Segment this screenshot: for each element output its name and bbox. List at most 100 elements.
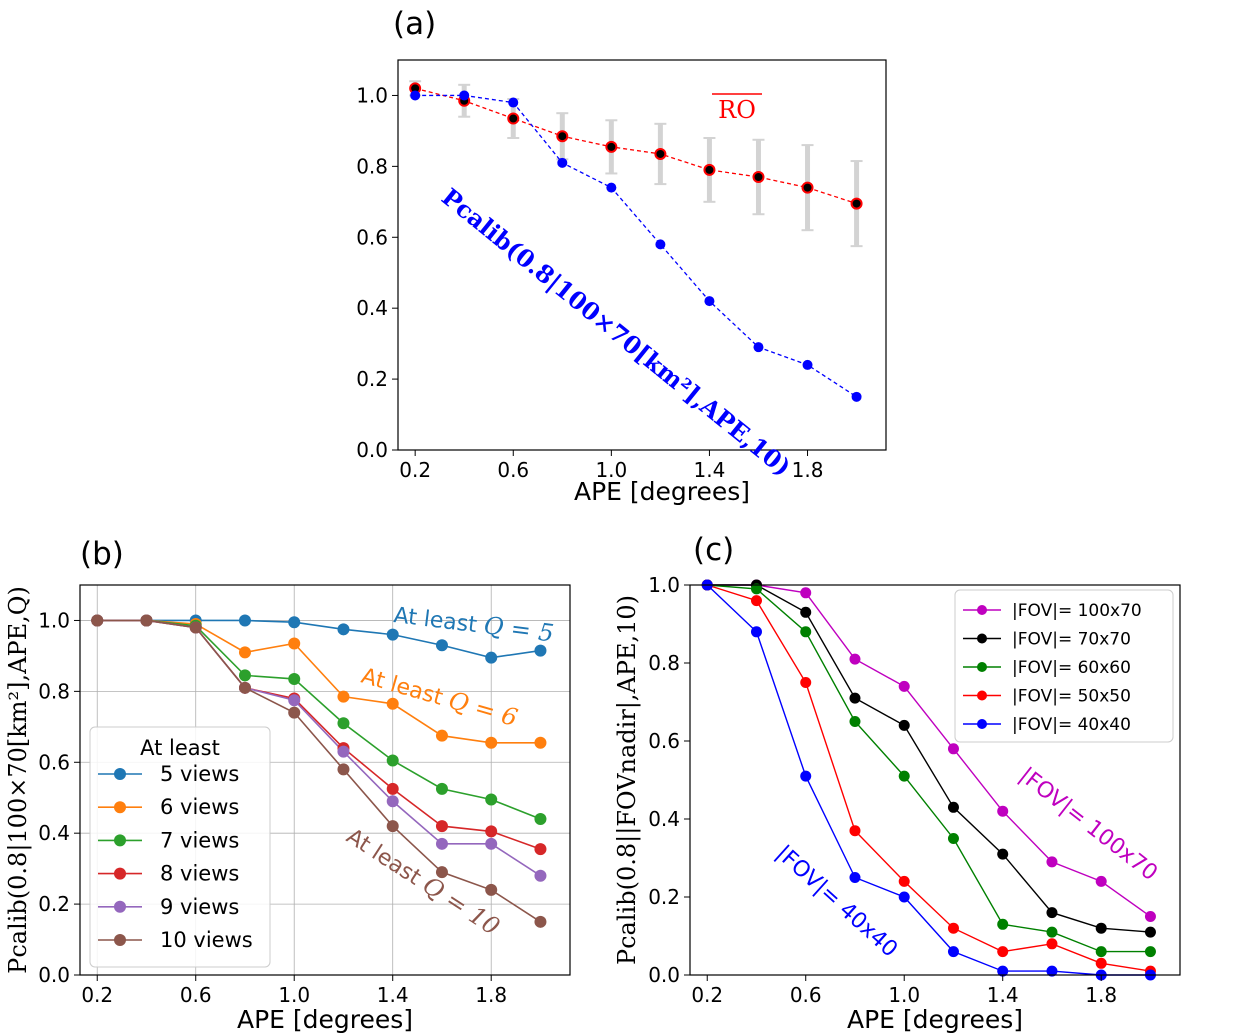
series-0-point bbox=[605, 140, 618, 153]
series-0-point bbox=[1046, 856, 1058, 868]
series-1-point bbox=[534, 736, 547, 749]
series-4-point bbox=[1046, 965, 1058, 977]
series-0-point bbox=[238, 614, 251, 627]
series-4-point bbox=[947, 946, 959, 958]
series-2-point bbox=[947, 833, 959, 844]
series-1-point bbox=[704, 296, 715, 307]
x-tick-label: 1.8 bbox=[792, 458, 824, 482]
series-2-point bbox=[288, 672, 301, 685]
series-4-point bbox=[898, 891, 910, 903]
series-line-2 bbox=[97, 619, 541, 820]
series-4-point bbox=[386, 795, 399, 808]
y-tick-label: 1.0 bbox=[356, 83, 388, 107]
y-tick-label: 0.0 bbox=[356, 438, 388, 462]
x-tick-label: 0.6 bbox=[497, 458, 529, 482]
legend-entry: |FOV|= 70x70 bbox=[1012, 630, 1131, 650]
series-5-point bbox=[386, 820, 399, 833]
series-0-point bbox=[485, 651, 498, 664]
x-tick-label: 1.4 bbox=[694, 458, 726, 482]
series-2-point bbox=[997, 918, 1009, 930]
series-1-point bbox=[898, 719, 910, 731]
series-0-point bbox=[654, 147, 667, 160]
panel-b-legend-title: At least bbox=[140, 736, 220, 760]
series-1-point bbox=[849, 692, 861, 704]
series-2-point bbox=[750, 583, 762, 595]
series-5-point bbox=[189, 621, 202, 634]
panel-b: (b) 0.2 0.6 1.0 1.4 1.8 0.0 0.2 0.4 0.6 0.8 1.0 A… bbox=[4, 536, 571, 1034]
annot-fov100: |FOV|= 100x70 bbox=[1014, 763, 1162, 886]
series-3-point bbox=[1095, 957, 1107, 969]
y-tick-label: 0.4 bbox=[38, 821, 70, 845]
legend-entry: 6 views bbox=[160, 795, 239, 819]
series-4-point bbox=[997, 965, 1009, 977]
series-1-point bbox=[606, 182, 617, 193]
y-tick-label: 0.8 bbox=[38, 679, 70, 703]
y-tick-label: 0.6 bbox=[38, 750, 70, 774]
x-tick-label: 1.8 bbox=[475, 983, 507, 1007]
series-3-point bbox=[750, 595, 762, 607]
x-tick-label: 0.2 bbox=[691, 983, 723, 1007]
y-tick-label: 0.6 bbox=[356, 225, 388, 249]
series-4-point bbox=[849, 872, 861, 883]
y-tick-label: 0.2 bbox=[356, 367, 388, 391]
y-tick-label: 0.6 bbox=[648, 729, 680, 753]
series-0-point bbox=[849, 653, 861, 665]
series-1-point bbox=[508, 97, 519, 108]
series-0-point bbox=[801, 181, 814, 194]
series-4-point bbox=[800, 770, 812, 782]
x-tick-label: 1.0 bbox=[278, 983, 310, 1007]
series-0-point bbox=[752, 171, 765, 183]
legend-marker bbox=[114, 801, 126, 814]
series-5-point bbox=[534, 915, 547, 928]
series-3-point bbox=[849, 825, 861, 837]
series-3-point bbox=[485, 825, 498, 838]
series-0-point bbox=[850, 197, 863, 210]
series-1-point bbox=[997, 848, 1009, 860]
legend-marker bbox=[114, 768, 126, 780]
legend-marker bbox=[977, 690, 987, 701]
series-3-point bbox=[435, 820, 448, 833]
series-4-point bbox=[435, 837, 448, 850]
panel-a-frame bbox=[397, 59, 887, 451]
legend-marker bbox=[977, 662, 987, 672]
series-1-point bbox=[337, 690, 350, 703]
series-0-point bbox=[435, 639, 448, 652]
series-line-4 bbox=[706, 584, 1151, 976]
panel-c-label: (c) bbox=[693, 532, 734, 568]
legend-marker bbox=[114, 900, 126, 913]
y-tick-label: 0.0 bbox=[38, 963, 70, 987]
series-1-point bbox=[753, 342, 764, 353]
series-5-point bbox=[337, 763, 350, 776]
legend-marker bbox=[977, 605, 987, 615]
panel-c-legend: |FOV|= 100x70 |FOV|= 70x70 |FOV|= 60x60 |FO… bbox=[954, 589, 1174, 743]
x-tick-label: 0.6 bbox=[180, 983, 212, 1007]
y-tick-label: 1.0 bbox=[38, 608, 70, 632]
series-5-point bbox=[288, 706, 301, 719]
y-tick-label: 0.4 bbox=[648, 807, 680, 831]
series-4-point bbox=[337, 745, 350, 758]
legend-entry: |FOV|= 60x60 bbox=[1012, 658, 1131, 678]
x-tick-label: 1.0 bbox=[888, 983, 920, 1007]
series-1-point bbox=[851, 391, 862, 402]
legend-marker bbox=[114, 934, 126, 946]
y-tick-label: 1.0 bbox=[648, 573, 680, 597]
annot-q6: At least Q = 6 bbox=[358, 661, 520, 732]
panel-c-ylabel: Pcalib(0.8||FOVnadir|,APE,10) bbox=[613, 595, 642, 965]
panel-b-frame bbox=[79, 584, 571, 976]
series-1-point bbox=[1144, 926, 1156, 938]
series-1-point bbox=[288, 637, 301, 650]
legend-marker bbox=[977, 633, 987, 644]
series-1-point bbox=[459, 90, 470, 101]
series-5-point bbox=[485, 883, 498, 896]
panel-c-legend-box bbox=[954, 589, 1174, 743]
series-0-point bbox=[898, 680, 910, 692]
panel-a: (a) 0.2 0.6 1.0 1.4 1.8 0.0 0.2 0.4 0.6 0.8 1.0 A… bbox=[356, 6, 887, 506]
panel-b-xlabel: APE [degrees] bbox=[237, 1005, 413, 1034]
x-tick-label: 1.8 bbox=[1085, 983, 1117, 1007]
series-1-point bbox=[802, 359, 813, 370]
legend-entry: 7 views bbox=[160, 828, 239, 852]
series-0-point bbox=[386, 628, 399, 641]
series-1-point bbox=[655, 239, 666, 250]
series-5-point bbox=[435, 866, 448, 879]
series-0-point bbox=[507, 112, 520, 125]
